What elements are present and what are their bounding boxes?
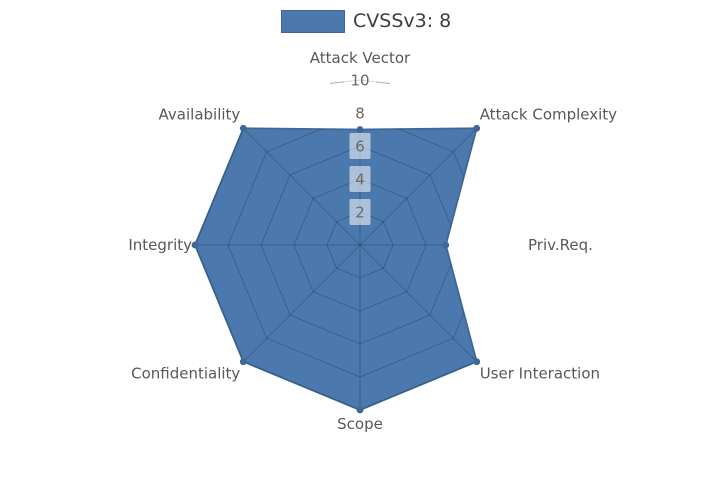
radar-grid [195,128,477,411]
grid-spoke-confidentiality [242,244,361,363]
vertex-marker-integrity [191,241,199,249]
vertex-marker-attack-vector [356,126,364,133]
legend: CVSSv3: 8 [281,8,451,34]
vertex-marker-confidentiality [239,358,247,366]
tick-label-10: 10 [350,72,369,90]
vertex-marker-priv-req [442,241,450,249]
legend-swatch [281,9,345,33]
axis-label-availability: Availability [159,105,241,123]
tick-box-4 [349,166,371,192]
axis-label-scope: Scope [337,415,383,433]
vertex-markers [191,124,481,414]
vertex-marker-user-interaction [473,358,481,366]
tick-box-8 [349,100,371,126]
axis-label-confidentiality: Confidentiality [131,365,240,383]
axis-label-attack-complexity: Attack Complexity [480,105,617,123]
axis-label-user-interaction: User Interaction [480,365,600,383]
grid-spoke-attack-complexity [359,128,477,246]
vertex-marker-availability [239,124,247,132]
vertex-marker-attack-complexity [473,124,481,132]
axis-label-priv-req: Priv.Req. [528,236,593,254]
axis-label-attack-vector: Attack Vector [310,49,411,67]
tick-box-2 [349,199,371,225]
tick-box-6 [349,133,371,159]
radial-tick-labels: 2 4 6 8 10 [344,67,376,225]
tick-box-10 [344,67,376,93]
axis-labels: Attack Vector Attack Complexity Priv.Req. U… [128,49,617,433]
grid-ring-6 [260,145,460,345]
tick-label-8: 8 [355,105,365,123]
tick-label-6: 6 [355,138,365,156]
grid-ring-2 [326,211,394,279]
grid-spoke-user-interaction [359,244,477,363]
tick-label-2: 2 [355,204,365,222]
vertex-marker-scope [356,406,364,414]
tick-label-4: 4 [355,171,365,189]
grid-ring-4 [293,178,427,312]
axis-label-integrity: Integrity [128,236,192,254]
grid-spoke-availability [242,128,361,246]
legend-label: CVSSv3: 8 [353,10,452,32]
